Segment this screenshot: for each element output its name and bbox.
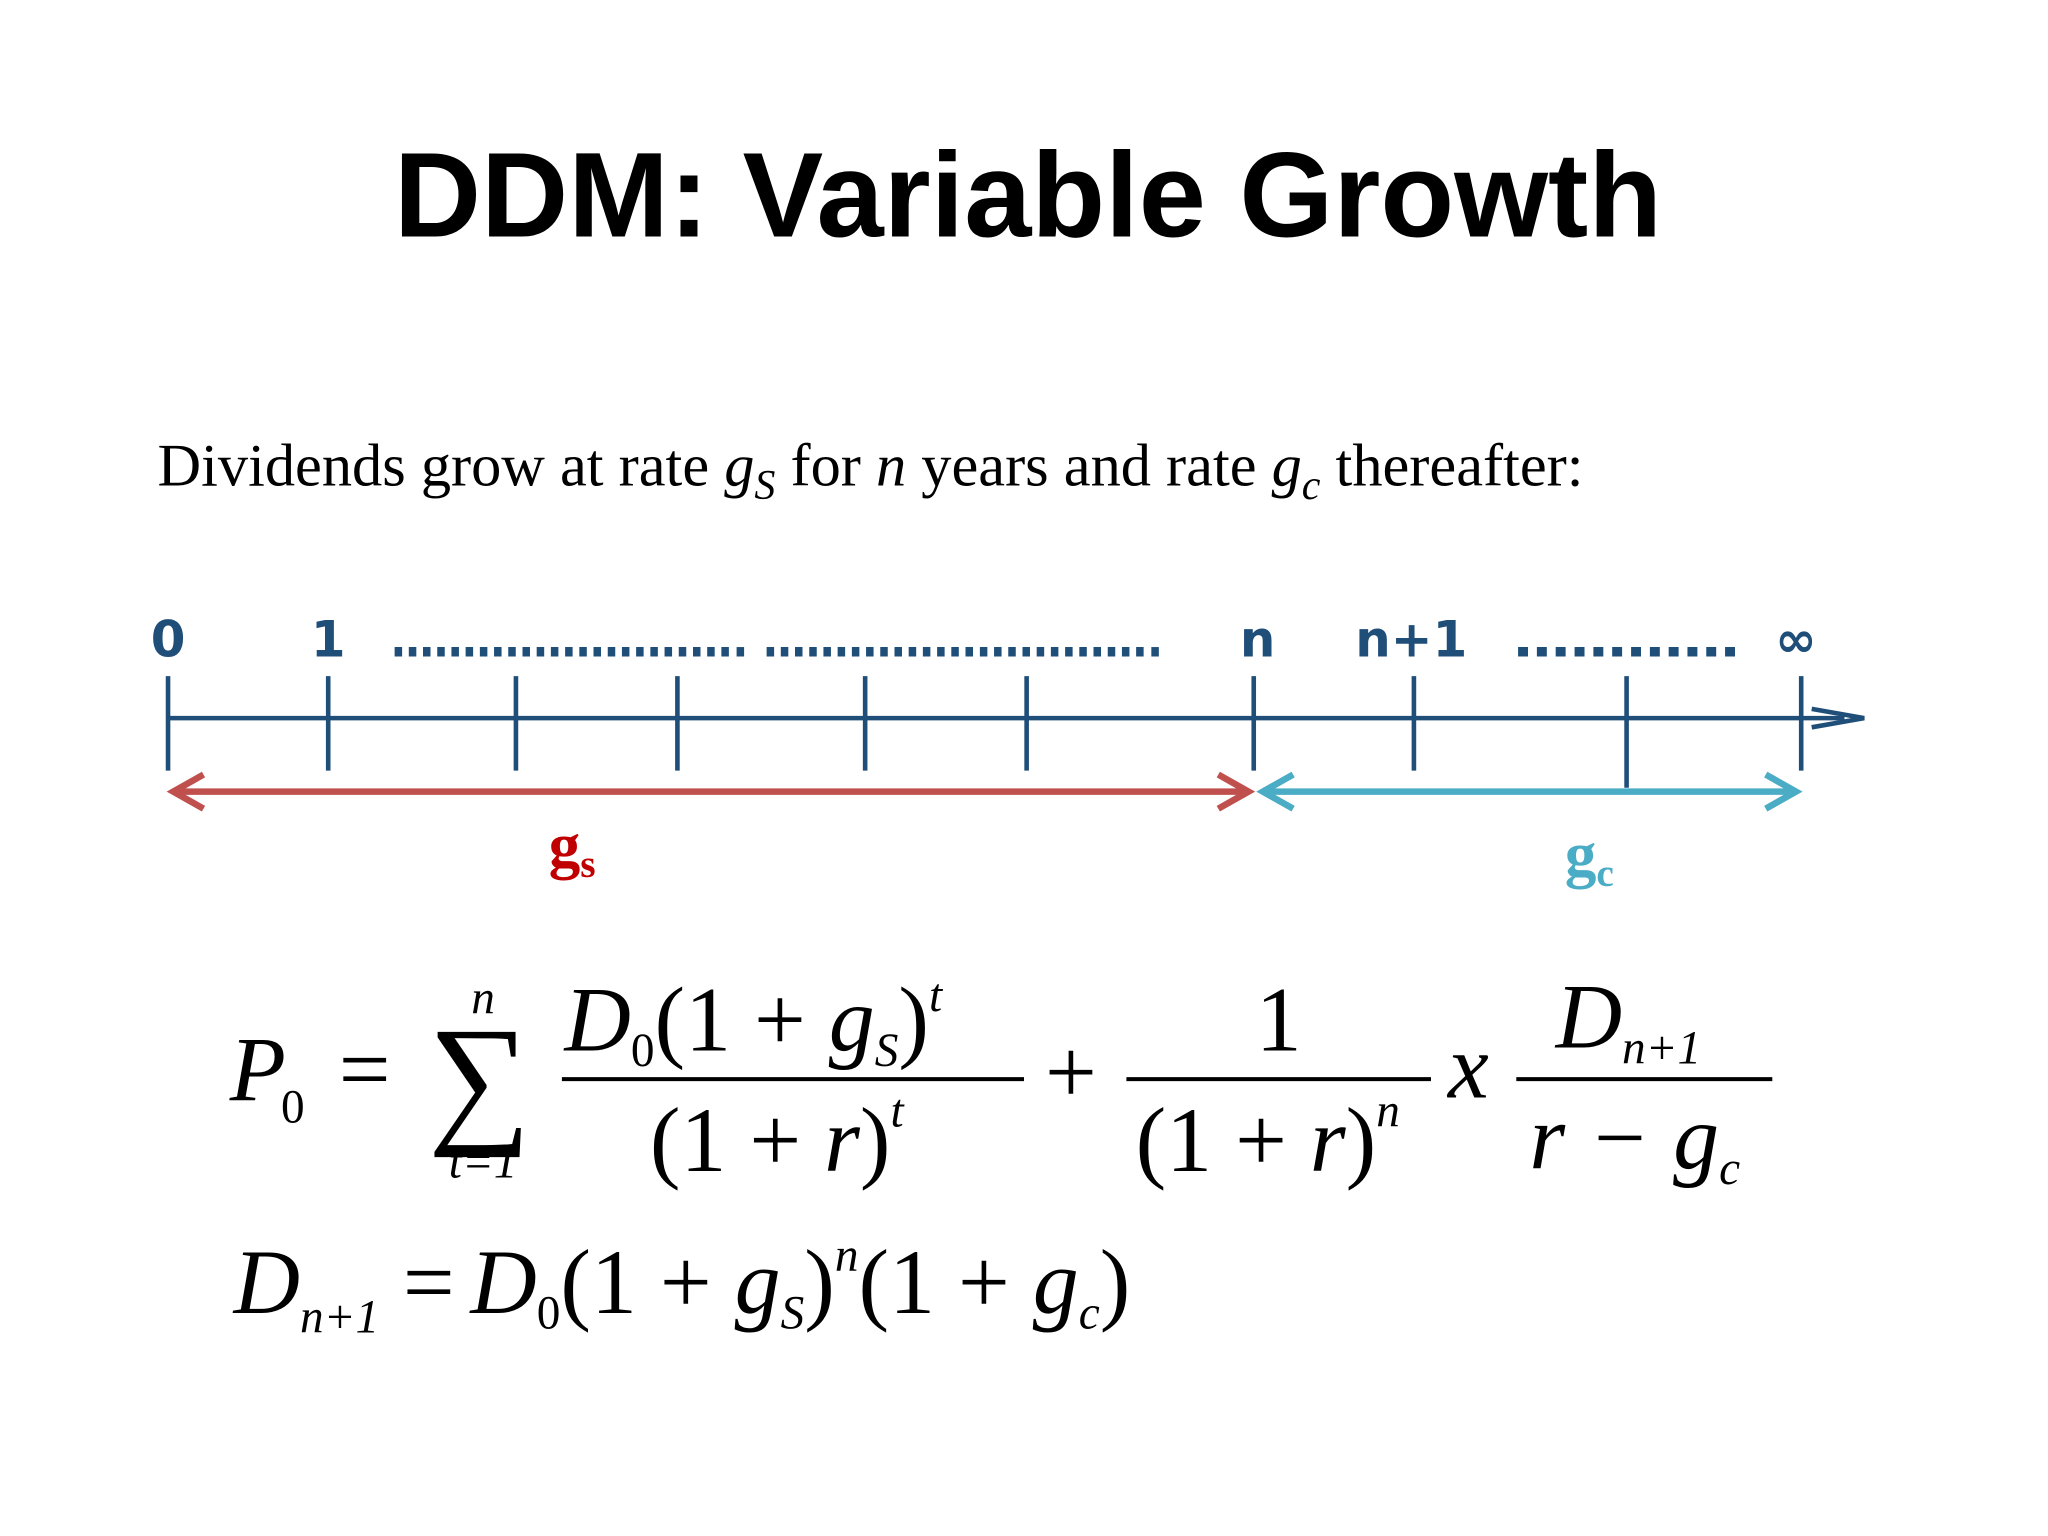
symbol: P [229, 1018, 286, 1120]
intro-text: for [775, 433, 876, 500]
symbol: D [468, 1231, 536, 1333]
symbol: g [1033, 1231, 1079, 1333]
timeline-dots: ………… [1514, 610, 1740, 668]
sum-lower: t=1 [449, 1137, 518, 1189]
subscript: 0 [281, 1081, 305, 1133]
subscript: 0 [537, 1288, 561, 1340]
intro-sub: c [1302, 463, 1321, 509]
denominator: (1 + r)n [1136, 1085, 1400, 1191]
segment-var: g [549, 810, 581, 880]
timeline-label: 1 [311, 610, 346, 668]
axis-arrow [1811, 706, 1865, 730]
timeline [165, 676, 1865, 788]
paren: ) [860, 1089, 891, 1191]
symbol: D [1554, 966, 1622, 1068]
subscript: S [781, 1288, 805, 1340]
paren: (1 + [858, 1231, 1032, 1333]
operator: = [403, 1231, 455, 1333]
symbol: r − [1529, 1086, 1673, 1188]
arrow-head [166, 771, 206, 812]
paren: (1 + [1136, 1089, 1310, 1191]
segment-sub: s [580, 842, 595, 886]
segment-sub: c [1596, 851, 1613, 895]
operator: + [1045, 1021, 1097, 1123]
formula-1: P 0 = ∑ n t=1 D0(1 + gS)t (1 + r)t + 1 (… [229, 966, 1773, 1195]
subscript: S [875, 1025, 899, 1077]
paren: ) [804, 1231, 835, 1333]
symbol: g [1673, 1086, 1719, 1188]
arrow-head [1764, 771, 1803, 812]
operator: x [1446, 1016, 1489, 1118]
symbol: g [829, 968, 875, 1070]
sum-sign: ∑ [428, 998, 531, 1158]
gs-arrow [166, 771, 1256, 812]
numerator: Dn+1 [1554, 966, 1702, 1075]
intro-text: years and rate [906, 433, 1271, 500]
subscript: c [1719, 1143, 1740, 1195]
paren: (1 + [650, 1089, 824, 1191]
numerator: 1 [1256, 968, 1302, 1070]
subscript: c [1079, 1288, 1100, 1340]
subscript: n+1 [300, 1292, 379, 1344]
symbol: r [1310, 1089, 1347, 1191]
superscript: t [891, 1085, 906, 1137]
symbol: g [735, 1231, 781, 1333]
intro-sub: S [754, 463, 775, 509]
paren: ) [898, 968, 929, 1070]
arrow-head [1256, 771, 1295, 812]
denominator: r − gc [1529, 1086, 1740, 1195]
paren: (1 + [560, 1231, 734, 1333]
superscript: t [929, 970, 944, 1022]
segment-label: gs [549, 810, 596, 886]
intro-var: g [1272, 433, 1302, 500]
timeline-dots: ……………………. ………………………. [391, 610, 1163, 668]
timeline-label: n [1240, 610, 1276, 668]
intro-var: g [724, 433, 754, 500]
symbol: D [563, 968, 631, 1070]
intro: Dividends grow at rate gS for n years an… [158, 433, 1584, 509]
segment-var: g [1565, 820, 1597, 890]
symbol: r [824, 1089, 861, 1191]
intro-var: n [876, 433, 906, 500]
sum-upper: n [471, 972, 495, 1024]
timeline-label: 0 [151, 610, 186, 668]
symbol: D [232, 1231, 300, 1333]
paren: ) [1346, 1089, 1377, 1191]
arrow-head [1216, 771, 1256, 812]
paren: (1 + [654, 968, 828, 1070]
intro-text: Dividends grow at rate [158, 433, 725, 500]
segment-label: gc [1565, 820, 1614, 896]
title: DDM: Variable Growth [394, 127, 1662, 262]
timeline-label: n+1 [1355, 610, 1467, 668]
operator: = [339, 1018, 391, 1120]
formula-2: Dn+1 = D0(1 + gS)n(1 + gc) [232, 1230, 1131, 1344]
denominator: (1 + r)t [650, 1085, 906, 1191]
numerator: D0(1 + gS)t [563, 968, 944, 1077]
gc-arrow [1256, 771, 1803, 812]
superscript: n [1376, 1085, 1400, 1137]
paren: ) [1100, 1231, 1131, 1333]
subscript: 0 [631, 1025, 655, 1077]
timeline-label: ∞ [1775, 610, 1817, 668]
superscript: n [835, 1230, 859, 1282]
intro-text: thereafter: [1320, 433, 1583, 500]
subscript: n+1 [1622, 1022, 1701, 1074]
